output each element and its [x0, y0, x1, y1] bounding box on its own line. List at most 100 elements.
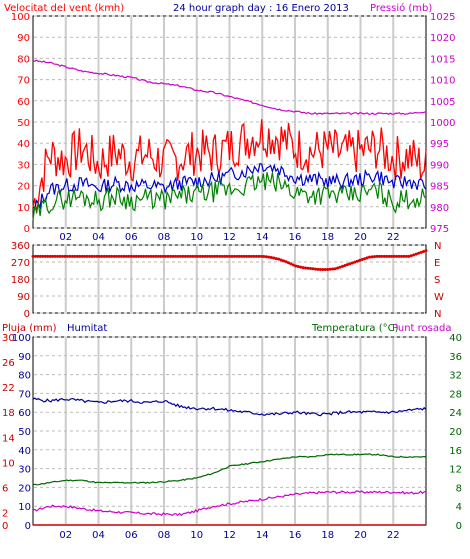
wind-direction-point [336, 266, 340, 270]
wind-direction-point [242, 254, 246, 258]
compass-label: N [434, 241, 441, 252]
wind-direction-point [200, 254, 204, 258]
rain-tick-label: 2 [2, 508, 8, 519]
wind-direction-point [237, 254, 241, 258]
wind-direction-point [382, 254, 386, 258]
wind-direction-point [306, 266, 310, 270]
wind-speed-axis-title: Velocitat del vent (kmh) [4, 3, 124, 14]
direction-tick-label: 180 [11, 275, 30, 286]
direction-tick-label: 90 [17, 292, 30, 303]
wind-direction-point [262, 255, 266, 259]
wind-direction-point [419, 250, 423, 254]
wind-direction-point [343, 263, 347, 267]
wind-direction-point [129, 254, 133, 258]
humidity-tick-label: 60 [18, 408, 31, 419]
wind-direction-point [267, 255, 271, 259]
wind-direction-point [395, 254, 399, 258]
wind-direction-point [404, 254, 408, 258]
wind-direction-point [338, 265, 342, 269]
wind-direction-point [92, 254, 96, 258]
wind-speed-tick-label: 90 [17, 33, 30, 44]
wind-direction-point [31, 254, 35, 258]
wind-direction-point [377, 254, 381, 258]
temperature-tick-label: 16 [449, 446, 462, 457]
wind-direction-point [176, 254, 180, 258]
wind-direction-point [156, 254, 160, 258]
wind-direction-point [333, 267, 337, 271]
wind-direction-point [154, 254, 158, 258]
x-tick-label-top: 06 [125, 232, 138, 243]
temperature-tick-label: 20 [449, 427, 462, 438]
wind-direction-point [230, 254, 234, 258]
wind-direction-point [127, 254, 131, 258]
temperature-legend-label: Temperatura (°C) [311, 323, 399, 334]
wind-direction-point [232, 254, 236, 258]
wind-speed-tick-label: 10 [17, 203, 30, 214]
wind-direction-point [78, 254, 82, 258]
x-tick-label-bottom: 16 [289, 530, 302, 541]
rain-tick-label: 10 [2, 458, 15, 469]
humidity-tick-label: 100 [12, 333, 31, 344]
wind-direction-point [38, 254, 42, 258]
x-tick-label-top: 10 [190, 232, 203, 243]
direction-tick-label: 0 [24, 309, 30, 320]
pressure-tick-label: 1015 [430, 54, 455, 65]
humidity-tick-label: 20 [18, 483, 31, 494]
pressure-tick-label: 1025 [430, 12, 455, 23]
rain-tick-label: 6 [2, 483, 8, 494]
wind-direction-point [225, 254, 229, 258]
direction-tick-label: 360 [11, 241, 30, 252]
pressure-tick-label: 975 [430, 224, 449, 235]
humidity-legend-label: Humitat [67, 323, 107, 334]
humidity-tick-label: 50 [18, 427, 31, 438]
x-tick-label-top: 14 [256, 232, 269, 243]
wind-direction-point [110, 254, 114, 258]
wind-speed-tick-label: 60 [17, 97, 30, 108]
wind-direction-point [134, 254, 138, 258]
wind-direction-point [296, 265, 300, 269]
wind-direction-point [65, 254, 69, 258]
wind-direction-point [196, 254, 200, 258]
wind-direction-point [360, 258, 364, 262]
wind-direction-point [402, 254, 406, 258]
wind-direction-point [53, 254, 57, 258]
wind-direction-point [178, 254, 182, 258]
x-tick-label-bottom: 08 [158, 530, 171, 541]
wind-direction-point [247, 254, 251, 258]
rain-tick-label: 0 [2, 521, 8, 532]
wind-direction-point [407, 254, 411, 258]
wind-direction-point [375, 254, 379, 258]
wind-direction-point [282, 259, 286, 263]
wind-direction-point [173, 254, 177, 258]
wind-direction-point [269, 255, 273, 259]
wind-direction-point [218, 254, 222, 258]
x-tick-label-top: 02 [59, 232, 72, 243]
temperature-tick-label: 36 [449, 352, 462, 363]
wind-direction-point [422, 250, 426, 254]
wind-direction-point [159, 254, 163, 258]
wind-direction-point [399, 254, 403, 258]
wind-direction-point [385, 254, 389, 258]
wind-direction-point [149, 254, 153, 258]
wind-speed-tick-label: 80 [17, 54, 30, 65]
wind-direction-point [309, 267, 313, 271]
humidity-tick-label: 40 [18, 446, 31, 457]
pressure-tick-label: 980 [430, 203, 449, 214]
wind-direction-point [139, 254, 143, 258]
wind-direction-point [198, 254, 202, 258]
wind-direction-point [289, 262, 293, 266]
wind-direction-point [368, 255, 372, 259]
wind-direction-point [279, 258, 283, 262]
temperature-tick-label: 8 [456, 483, 462, 494]
wind-direction-point [171, 254, 175, 258]
compass-label: S [434, 275, 440, 286]
wind-direction-point [284, 260, 288, 264]
wind-direction-point [424, 249, 428, 253]
x-tick-label-top: 16 [289, 232, 302, 243]
wind-direction-point [60, 254, 64, 258]
wind-speed-tick-label: 40 [17, 139, 30, 150]
x-tick-label-bottom: 20 [354, 530, 367, 541]
pressure-tick-label: 1005 [430, 97, 455, 108]
wind-direction-point [117, 254, 121, 258]
wind-direction-point [228, 254, 231, 258]
